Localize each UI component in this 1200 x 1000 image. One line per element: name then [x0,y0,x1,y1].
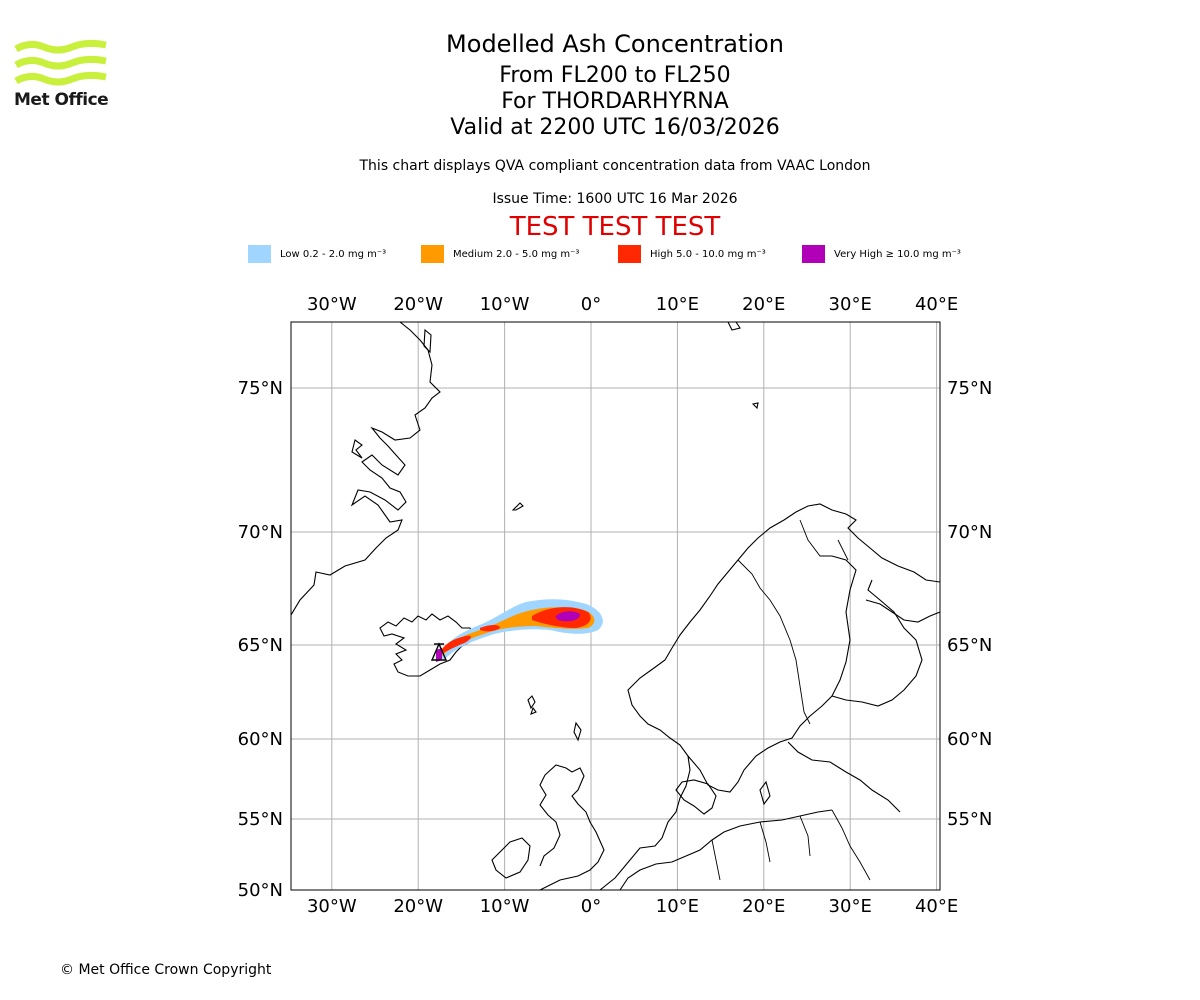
legend-swatch-high [618,245,641,263]
legend-medium: Medium 2.0 - 5.0 mg m⁻³ [421,244,579,264]
graticule [291,322,940,890]
greenland-fjord [351,439,363,459]
chart-description: This chart displays QVA compliant concen… [359,158,871,174]
jan-mayen [511,502,524,511]
bear-island [751,402,759,410]
greenland-island [423,328,432,354]
lon-label-top: 30°E [829,294,872,315]
lat-label-left: 75°N [238,378,283,399]
legend-label-medium: Medium 2.0 - 5.0 mg m⁻³ [453,248,580,260]
lat-label-right: 70°N [947,522,992,543]
lat-label-right: 55°N [947,809,992,830]
lon-label-top: 0° [581,294,601,315]
lat-label-right: 75°N [947,378,992,399]
latitude-labels-right: 75°N 70°N 65°N 60°N 55°N [947,378,992,830]
lat-label-left: 60°N [238,729,283,750]
met-office-wordmark: Met Office [14,90,109,110]
lat-label-left: 70°N [238,522,283,543]
chart-title: Modelled Ash Concentration [446,30,784,58]
lon-label-bottom: 10°E [656,896,699,917]
lat-label-left: 55°N [238,809,283,830]
sweden-coast [687,555,857,793]
lat-label-left: 50°N [238,880,283,901]
kola-coast [865,599,940,623]
flight-levels: From FL200 to FL250 [499,63,731,88]
greenland-coast [291,322,441,616]
legend-high: High 5.0 - 10.0 mg m⁻³ [618,244,766,264]
legend-swatch-very-high [802,245,825,263]
ireland-coast [491,837,531,879]
legend-low: Low 0.2 - 2.0 mg m⁻³ [248,244,386,264]
lon-label-top: 20°E [742,294,785,315]
volcano-name: For THORDARHYRNA [501,89,729,114]
legend-label-low: Low 0.2 - 2.0 mg m⁻³ [280,248,387,260]
svalbard [727,322,741,331]
denmark-coast [675,779,717,815]
lon-label-bottom: 20°W [393,896,443,917]
map-frame [290,321,941,891]
latitude-labels-left: 75°N 70°N 65°N 60°N 55°N 50°N [238,378,283,901]
finland-coast [831,579,923,707]
iceland-coast [379,613,475,677]
land-borders [711,519,871,881]
lon-label-bottom: 0° [581,896,601,917]
plume-very-high [436,611,580,662]
lon-label-top: 40°E [915,294,958,315]
shetland [573,721,582,742]
volcano-marker-icon [430,642,448,661]
test-banner: TEST TEST TEST [509,212,721,242]
map-frame-background [291,322,940,890]
lon-label-top: 20°W [393,294,443,315]
lon-label-bottom: 20°E [742,896,785,917]
lat-label-left: 65°N [238,635,283,656]
lon-label-top: 30°W [307,294,357,315]
legend-swatch-low [248,245,271,263]
longitude-labels-top: 30°W 20°W 10°W 0° 10°E 20°E 30°E 40°E [307,294,958,315]
legend-very-high: Very High ≥ 10.0 mg m⁻³ [802,244,961,264]
lat-label-right: 60°N [947,729,992,750]
baltic-coast [787,741,901,813]
ash-plume [436,599,603,662]
great-britain-coast [539,764,605,890]
lon-label-bottom: 40°E [915,896,958,917]
legend-swatch-medium [421,245,444,263]
longitude-labels-bottom: 30°W 20°W 10°W 0° 10°E 20°E 30°E 40°E [307,896,958,917]
plume-high [440,607,591,654]
lat-label-right: 65°N [947,635,992,656]
norway-coast [599,503,940,890]
faroe-islands [527,695,537,715]
legend-label-high: High 5.0 - 10.0 mg m⁻³ [650,248,766,260]
issue-time: Issue Time: 1600 UTC 16 Mar 2026 [492,191,738,207]
lon-label-top: 10°W [480,294,530,315]
met-office-logo [14,39,107,86]
lon-label-bottom: 30°E [829,896,872,917]
lon-label-bottom: 10°W [480,896,530,917]
copyright-notice: © Met Office Crown Copyright [60,962,272,978]
gotland [759,780,771,806]
lon-label-bottom: 30°W [307,896,357,917]
lon-label-top: 10°E [656,294,699,315]
valid-time: Valid at 2200 UTC 16/03/2026 [450,115,780,140]
coastlines [291,322,940,890]
legend-label-very-high: Very High ≥ 10.0 mg m⁻³ [834,248,961,260]
